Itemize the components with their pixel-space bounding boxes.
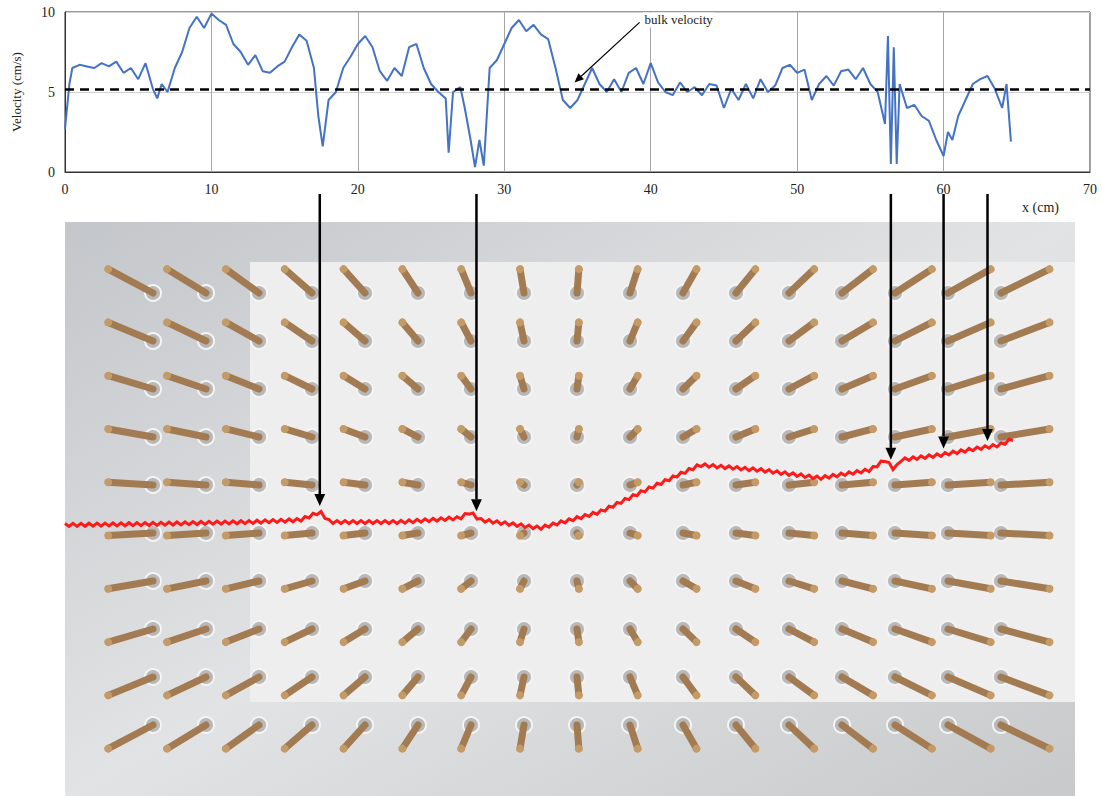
- svg-text:30: 30: [497, 182, 511, 197]
- svg-text:10: 10: [41, 5, 55, 20]
- svg-text:40: 40: [644, 182, 658, 197]
- svg-text:50: 50: [790, 182, 804, 197]
- svg-text:0: 0: [48, 165, 55, 180]
- svg-text:bulk velocity: bulk velocity: [645, 12, 714, 27]
- svg-text:x (cm): x (cm): [1022, 200, 1059, 216]
- svg-text:70: 70: [1083, 182, 1097, 197]
- svg-text:60: 60: [936, 181, 951, 197]
- svg-text:5: 5: [48, 85, 55, 100]
- svg-text:10: 10: [204, 182, 218, 197]
- svg-text:Velocity (cm/s): Velocity (cm/s): [9, 52, 24, 132]
- svg-text:20: 20: [351, 182, 365, 197]
- svg-text:0: 0: [62, 182, 69, 197]
